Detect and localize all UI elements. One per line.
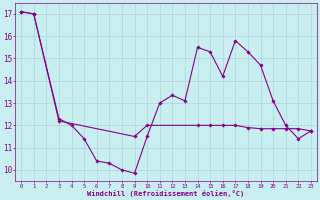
X-axis label: Windchill (Refroidissement éolien,°C): Windchill (Refroidissement éolien,°C) — [87, 190, 244, 197]
